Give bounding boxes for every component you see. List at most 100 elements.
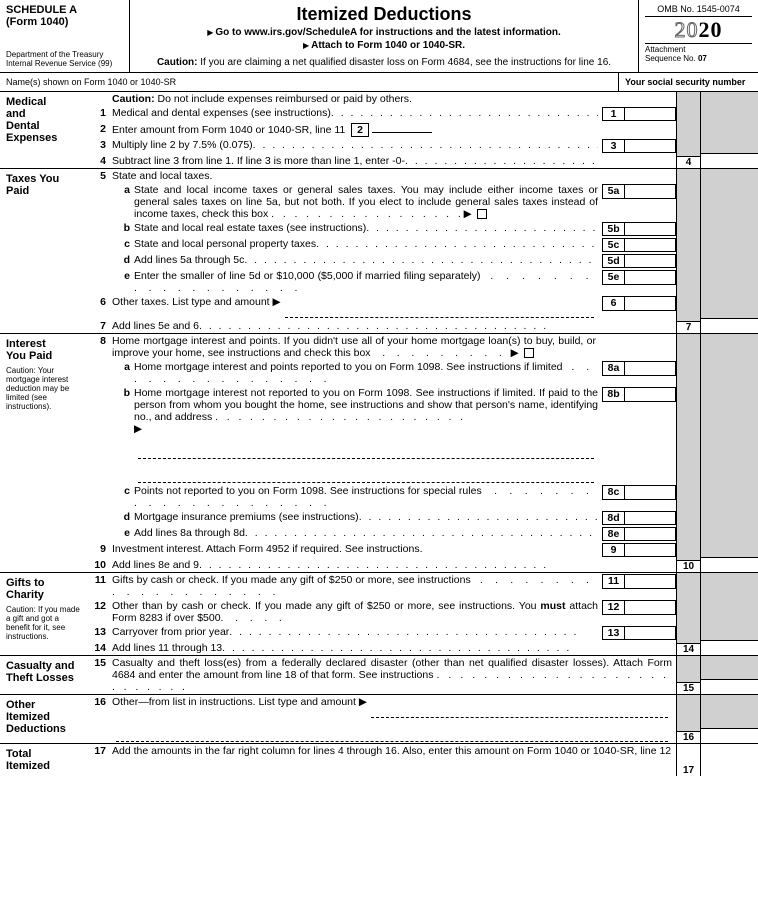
outer-amt-10[interactable] <box>701 557 758 572</box>
line-num-16: 16 <box>90 696 112 708</box>
box-8d: 8d <box>602 511 624 525</box>
line-5a-text: State and local income taxes or general … <box>134 184 602 220</box>
outer-amt-15[interactable] <box>701 679 758 694</box>
amt-5c[interactable] <box>624 238 676 252</box>
medical-caution: Caution: Do not include expenses reimbur… <box>112 93 600 105</box>
amt-1[interactable] <box>624 107 676 121</box>
mortgage-checkbox[interactable] <box>524 348 534 358</box>
outer-box-14: 14 <box>677 643 700 655</box>
outer-box-7: 7 <box>677 321 700 333</box>
box-5a: 5a <box>602 184 624 199</box>
amt-8b[interactable] <box>624 387 676 402</box>
field-2[interactable] <box>372 132 432 133</box>
section-casualty: Casualty and Theft Losses 15Casualty and… <box>0 656 758 695</box>
box-5c: 5c <box>602 238 624 252</box>
amt-9[interactable] <box>624 543 676 557</box>
amt-8d[interactable] <box>624 511 676 525</box>
outer-amt-17[interactable] <box>700 744 758 776</box>
field-8b-1[interactable] <box>138 437 594 459</box>
outer-box-4: 4 <box>677 156 700 168</box>
line-2-text: Enter amount from Form 1040 or 1040-SR, … <box>112 123 600 137</box>
line-9-text: Investment interest. Attach Form 4952 if… <box>112 543 420 555</box>
outer-box-17: 17 <box>676 744 700 776</box>
amt-6[interactable] <box>624 296 676 311</box>
box-6: 6 <box>602 296 624 311</box>
header-caution: Caution: If you are claiming a net quali… <box>157 57 611 68</box>
line-5c-text: State and local personal property taxes <box>134 238 316 250</box>
amt-8e[interactable] <box>624 527 676 541</box>
tax-year: 2020 <box>645 17 752 43</box>
box-12: 12 <box>602 600 624 615</box>
line-num-5: 5 <box>90 170 112 182</box>
line-8-text: Home mortgage interest and points. If yo… <box>112 335 600 359</box>
line-11-text: Gifts by cash or check. If you made any … <box>112 574 602 598</box>
dept-treasury: Department of the Treasury <box>6 50 123 59</box>
total-title: TotalItemized <box>0 744 90 776</box>
line-5e-text: Enter the smaller of line 5d or $10,000 … <box>134 270 602 294</box>
field-6-type[interactable] <box>285 296 594 318</box>
line-1-text: Medical and dental expenses (see instruc… <box>112 107 331 119</box>
line-num-10: 10 <box>90 559 112 571</box>
line-num-3: 3 <box>90 139 112 151</box>
line-13-text: Carryover from prior year <box>112 626 229 638</box>
attach-text: Attach to Form 1040 or 1040-SR. <box>311 40 465 51</box>
outer-amt-16[interactable] <box>701 728 758 743</box>
field-16-2[interactable] <box>116 720 668 742</box>
interest-title: InterestYou PaidCaution: Your mortgage i… <box>0 334 90 572</box>
line-num-17: 17 <box>90 745 112 757</box>
field-8b-2[interactable] <box>138 461 594 483</box>
box-8c: 8c <box>602 485 624 500</box>
line-num-14: 14 <box>90 642 112 654</box>
irs-label: Internal Revenue Service (99) <box>6 59 123 68</box>
field-16-1[interactable] <box>371 696 668 718</box>
amt-12[interactable] <box>624 600 676 615</box>
amt-8c[interactable] <box>624 485 676 500</box>
ssn-label: Your social security number <box>618 73 758 91</box>
section-gifts: Gifts toCharityCaution: If you made a gi… <box>0 573 758 656</box>
outer-amt-4[interactable] <box>701 153 758 168</box>
section-total: TotalItemized 17Add the amounts in the f… <box>0 744 758 776</box>
taxes-title: Taxes YouPaid <box>0 169 90 333</box>
line-6-text: Other taxes. List type and amount ▶ <box>112 296 281 318</box>
line-4-text: Subtract line 3 from line 1. If line 3 i… <box>112 155 405 167</box>
line-num-2: 2 <box>90 123 112 135</box>
section-interest: InterestYou PaidCaution: Your mortgage i… <box>0 334 758 573</box>
line-5-text: State and local taxes. <box>112 170 600 182</box>
sales-tax-checkbox[interactable] <box>477 209 487 219</box>
line-num-4: 4 <box>90 155 112 167</box>
amt-11[interactable] <box>624 574 676 589</box>
outer-amt-7[interactable] <box>701 318 758 333</box>
form-title: Itemized Deductions <box>136 4 632 25</box>
omb-number: OMB No. 1545-0074 <box>645 4 752 17</box>
section-other: OtherItemizedDeductions 16Other—from lis… <box>0 695 758 744</box>
line-num-7: 7 <box>90 320 112 332</box>
line-8a-text: Home mortgage interest and points report… <box>134 361 602 385</box>
amt-8a[interactable] <box>624 361 676 376</box>
box-1: 1 <box>602 107 624 121</box>
line-16-text: Other—from list in instructions. List ty… <box>112 696 367 718</box>
outer-amt-14[interactable] <box>701 640 758 655</box>
amt-5a[interactable] <box>624 184 676 199</box>
names-label: Name(s) shown on Form 1040 or 1040-SR <box>0 73 618 91</box>
amt-3[interactable] <box>624 139 676 153</box>
line-num-1: 1 <box>90 107 112 119</box>
casualty-title: Casualty and Theft Losses <box>0 656 90 694</box>
amt-13[interactable] <box>624 626 676 640</box>
line-num-13: 13 <box>90 626 112 638</box>
box-11: 11 <box>602 574 624 589</box>
box-5e: 5e <box>602 270 624 285</box>
line-5d-text: Add lines 5a through 5c <box>134 254 244 266</box>
amt-5d[interactable] <box>624 254 676 268</box>
line-num-9: 9 <box>90 543 112 555</box>
interest-caution: Caution: Your mortgage interest deductio… <box>6 366 84 411</box>
medical-title: MedicalandDentalExpenses <box>0 92 90 168</box>
amt-5e[interactable] <box>624 270 676 285</box>
attachment-seq: AttachmentSequence No. 07 <box>645 43 752 63</box>
sub-a: a <box>112 184 134 196</box>
line-8e-text: Add lines 8a through 8d <box>134 527 245 539</box>
amt-5b[interactable] <box>624 222 676 236</box>
section-medical: MedicalandDentalExpenses Caution: Do not… <box>0 92 758 169</box>
box-13: 13 <box>602 626 624 640</box>
box-5b: 5b <box>602 222 624 236</box>
goto-text: Go to www.irs.gov/ScheduleA for instruct… <box>215 27 560 38</box>
